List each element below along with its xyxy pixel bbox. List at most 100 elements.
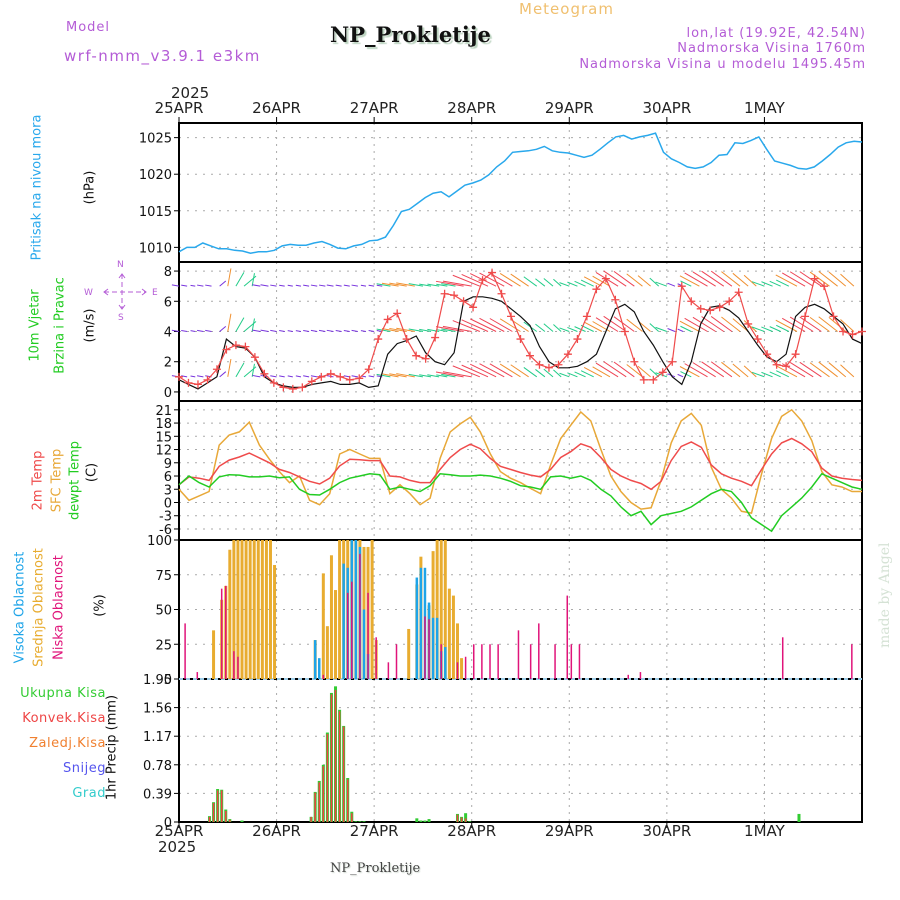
wind-barb bbox=[335, 284, 342, 287]
year-top: 2025 bbox=[171, 84, 210, 102]
wind-barb bbox=[427, 374, 440, 378]
xtick-label-top: 27APR bbox=[350, 99, 399, 117]
gust-marker bbox=[440, 289, 449, 298]
gust-marker bbox=[677, 282, 686, 291]
wind-barb bbox=[360, 330, 367, 332]
wind-barb bbox=[567, 372, 578, 378]
gust-marker bbox=[611, 295, 620, 304]
ytick-label: 0.78 bbox=[143, 759, 172, 774]
wind-barb bbox=[489, 318, 513, 332]
wind-barb bbox=[649, 277, 660, 287]
cloud-bar bbox=[334, 590, 338, 679]
wind-barb bbox=[287, 284, 293, 287]
gust-marker bbox=[222, 345, 231, 354]
wind-barb bbox=[583, 366, 603, 378]
precip-bar bbox=[354, 821, 358, 822]
cloud-bar bbox=[375, 637, 377, 679]
wind-barb bbox=[751, 326, 765, 332]
wind-barb bbox=[667, 328, 676, 332]
ytick-label: 0 bbox=[164, 673, 172, 688]
wind-barb bbox=[326, 329, 334, 332]
cloud-bar bbox=[407, 628, 411, 679]
gust-marker bbox=[326, 369, 335, 378]
gust-marker bbox=[858, 327, 866, 336]
xtick-label-top: 28APR bbox=[447, 99, 496, 117]
dewpt-line bbox=[178, 472, 863, 533]
cloud-bar bbox=[260, 540, 264, 679]
gust-marker bbox=[563, 350, 572, 359]
wind-barb bbox=[710, 361, 733, 378]
ytick-label: 25 bbox=[155, 638, 172, 653]
wind-barb bbox=[360, 284, 367, 287]
precip-bar bbox=[208, 816, 211, 822]
wind-barb bbox=[435, 280, 464, 287]
wind-barb bbox=[436, 374, 448, 378]
wind-barb bbox=[396, 282, 415, 287]
ytick-label: 18 bbox=[155, 417, 172, 432]
precip-bar bbox=[318, 782, 321, 822]
ytick-label: 8 bbox=[164, 265, 172, 280]
wind-barb bbox=[543, 368, 554, 378]
wind-barb bbox=[580, 279, 594, 287]
cloud-bar bbox=[196, 672, 199, 679]
cloud-bar bbox=[428, 619, 430, 679]
cloud-bar bbox=[451, 595, 455, 679]
wind-barb bbox=[436, 283, 448, 287]
wind-barb bbox=[637, 275, 651, 287]
gust-marker bbox=[450, 291, 459, 300]
wind-barbs bbox=[171, 268, 855, 378]
wind-barb bbox=[408, 373, 424, 378]
wind-barb bbox=[559, 327, 570, 332]
wind-barb bbox=[637, 365, 651, 378]
xtick-label-bottom: 25APR bbox=[155, 822, 204, 840]
gust-marker bbox=[620, 327, 629, 336]
xtick-label-bottom: 29APR bbox=[545, 822, 594, 840]
ytick-label: 21 bbox=[155, 404, 172, 419]
compass-w: W bbox=[84, 288, 93, 298]
wind-barb bbox=[721, 271, 741, 287]
wind-barb bbox=[692, 362, 716, 378]
wind-barb bbox=[692, 316, 716, 332]
gust-marker bbox=[810, 274, 819, 283]
ytick-label: 6 bbox=[164, 470, 172, 485]
wind-barb bbox=[251, 363, 255, 377]
ytick-label: 1015 bbox=[139, 205, 172, 220]
wind-barb bbox=[408, 328, 424, 332]
ytick-label: 75 bbox=[155, 569, 172, 584]
wind-barb bbox=[828, 362, 847, 378]
cloud-bar bbox=[232, 540, 236, 679]
wind-barb bbox=[828, 271, 847, 287]
coords-label: lon,lat (19.92E, 42.54N) bbox=[686, 26, 866, 41]
wind-barb bbox=[684, 363, 708, 378]
xtick-label-top: 1MAY bbox=[744, 99, 786, 117]
precip-bar bbox=[212, 802, 215, 822]
wind-barb bbox=[252, 284, 261, 287]
wind-barb bbox=[595, 362, 619, 378]
wind-barb bbox=[761, 281, 773, 287]
ytick-label: 50 bbox=[155, 604, 172, 619]
wind-barb bbox=[435, 371, 464, 378]
wind-barb bbox=[197, 284, 204, 287]
cloud-bar bbox=[273, 565, 277, 679]
wind-barb bbox=[626, 318, 643, 332]
wind-barb bbox=[205, 329, 212, 332]
wind-barb bbox=[776, 279, 790, 287]
wind-barb bbox=[190, 375, 196, 378]
pressure-line bbox=[178, 132, 863, 254]
ytick-label: 12 bbox=[155, 444, 172, 459]
gust-marker bbox=[288, 384, 297, 393]
precip-bar bbox=[310, 816, 312, 822]
cloud-bar bbox=[313, 640, 317, 679]
wind-barb bbox=[553, 324, 562, 332]
cloud-bar bbox=[220, 588, 223, 679]
xtick-label-bottom: 28APR bbox=[447, 822, 496, 840]
cloud-bar bbox=[264, 540, 268, 679]
wind-barb bbox=[677, 328, 684, 332]
wind-barb bbox=[303, 284, 310, 287]
compass-s: S bbox=[118, 313, 124, 323]
wind-barb bbox=[181, 375, 188, 378]
wind-barb bbox=[775, 274, 798, 287]
gust-marker bbox=[184, 378, 193, 387]
wind-barb bbox=[840, 319, 855, 332]
gust-marker bbox=[402, 335, 411, 344]
